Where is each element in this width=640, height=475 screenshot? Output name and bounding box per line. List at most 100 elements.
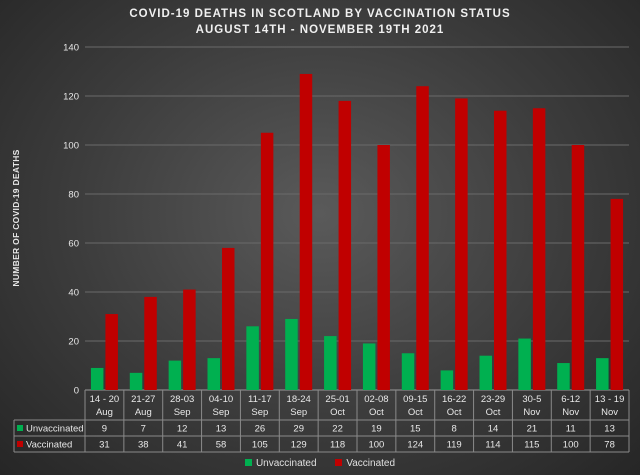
- y-tick-label: 120: [63, 92, 79, 103]
- data-label: 31: [99, 440, 110, 451]
- x-tick-label: Sep: [290, 407, 307, 418]
- legend-item-unvaccinated: Unvaccinated: [244, 458, 317, 469]
- x-tick-label: 18-24: [287, 394, 311, 405]
- y-tick-label: 80: [68, 190, 79, 201]
- bar-unvaccinated: [129, 372, 143, 390]
- bar-vaccinated: [377, 145, 390, 390]
- x-tick-label: Oct: [486, 407, 501, 418]
- bar-unvaccinated: [168, 360, 182, 390]
- x-tick-label: Nov: [601, 407, 618, 418]
- data-label: 15: [410, 424, 421, 435]
- x-tick-label: Oct: [447, 407, 462, 418]
- y-tick-label: 60: [68, 239, 79, 250]
- bar-unvaccinated: [557, 363, 570, 390]
- data-label: 12: [177, 424, 188, 435]
- x-tick-label: 14 - 20: [90, 394, 120, 405]
- legend-label-unvaccinated: Unvaccinated: [255, 458, 317, 469]
- bar-unvaccinated: [596, 358, 609, 390]
- y-tick-label: 40: [68, 288, 79, 299]
- data-label: 119: [447, 440, 462, 451]
- x-tick-label: 21-27: [131, 394, 155, 405]
- x-tick-label: Oct: [408, 407, 423, 418]
- legend-swatch-vaccinated: [335, 459, 343, 466]
- bar-unvaccinated: [401, 353, 415, 390]
- bar-vaccinated: [571, 145, 585, 390]
- x-tick-label: 16-22: [442, 394, 466, 405]
- bar-vaccinated: [416, 86, 429, 390]
- bar-unvaccinated: [518, 338, 531, 390]
- data-label: 19: [371, 424, 382, 435]
- legend-swatch-unvaccinated: [244, 459, 252, 466]
- table-legend-swatch: [17, 441, 23, 447]
- x-tick-label: Nov: [562, 407, 579, 418]
- bar-unvaccinated: [362, 343, 376, 390]
- x-tick-label: Aug: [96, 407, 113, 418]
- data-label: 29: [293, 424, 304, 435]
- data-label: 9: [102, 424, 107, 435]
- bar-vaccinated: [338, 100, 352, 391]
- bar-unvaccinated: [324, 336, 337, 390]
- data-label: 105: [252, 440, 268, 451]
- bar-unvaccinated: [207, 358, 220, 390]
- bar-vaccinated: [532, 108, 546, 390]
- data-label: 100: [368, 440, 384, 451]
- data-label: 124: [407, 440, 423, 451]
- data-label: 118: [330, 440, 345, 451]
- x-tick-label: 04-10: [209, 394, 233, 405]
- bar-vaccinated: [144, 296, 157, 390]
- data-label: 58: [216, 440, 227, 451]
- y-tick-label: 100: [63, 141, 79, 152]
- data-label: 11: [566, 424, 576, 435]
- y-tick-label: 140: [63, 43, 79, 54]
- bar-unvaccinated: [90, 367, 104, 390]
- data-label: 21: [527, 424, 538, 435]
- x-tick-label: 6-12: [561, 394, 580, 405]
- legend: Unvaccinated Vaccinated: [0, 458, 640, 469]
- data-label: 115: [524, 440, 539, 451]
- x-tick-label: Sep: [174, 407, 191, 418]
- data-label: 100: [563, 440, 579, 451]
- x-tick-label: 11-17: [248, 394, 272, 405]
- table-legend-swatch: [17, 425, 23, 431]
- x-tick-label: Nov: [523, 407, 540, 418]
- x-tick-label: 02-08: [364, 394, 388, 405]
- x-tick-label: Oct: [330, 407, 345, 418]
- x-tick-label: 25-01: [325, 394, 349, 405]
- bar-vaccinated: [222, 247, 235, 390]
- data-label: 22: [332, 424, 343, 435]
- x-tick-label: Oct: [369, 407, 384, 418]
- data-label: 14: [488, 424, 499, 435]
- bar-vaccinated: [299, 73, 313, 390]
- chart-subtitle: AUGUST 14TH - NOVEMBER 19TH 2021: [195, 24, 445, 36]
- data-label: 26: [255, 424, 266, 435]
- y-tick-label: 0: [74, 386, 79, 397]
- x-tick-label: 09-15: [403, 394, 427, 405]
- bar-vaccinated: [610, 198, 624, 390]
- bar-vaccinated: [260, 132, 274, 390]
- chart-title: COVID-19 DEATHS IN SCOTLAND BY VACCINATI…: [129, 8, 511, 20]
- x-tick-label: 28-03: [170, 394, 194, 405]
- data-label: 38: [138, 440, 149, 451]
- legend-label-vaccinated: Vaccinated: [346, 458, 396, 469]
- bar-unvaccinated: [479, 355, 492, 390]
- bar-vaccinated: [183, 289, 196, 390]
- table-row-label: Unvaccinated: [26, 424, 84, 435]
- bar-unvaccinated: [285, 318, 298, 390]
- x-tick-label: 23-29: [481, 394, 505, 405]
- x-tick-label: Sep: [251, 407, 268, 418]
- x-tick-label: 13 - 19: [595, 394, 625, 405]
- table-row-label: Vaccinated: [26, 440, 72, 451]
- x-tick-label: Aug: [135, 407, 152, 418]
- bar-vaccinated: [494, 110, 507, 390]
- bar-unvaccinated: [246, 326, 259, 390]
- data-label: 8: [451, 424, 456, 435]
- x-tick-label: 30-5: [522, 394, 541, 405]
- data-label: 129: [291, 440, 307, 451]
- data-label: 13: [604, 424, 615, 435]
- bar-unvaccinated: [440, 370, 454, 390]
- data-label: 7: [141, 424, 146, 435]
- data-label: 41: [177, 440, 188, 451]
- y-tick-label: 20: [68, 337, 79, 348]
- data-label: 78: [604, 440, 615, 451]
